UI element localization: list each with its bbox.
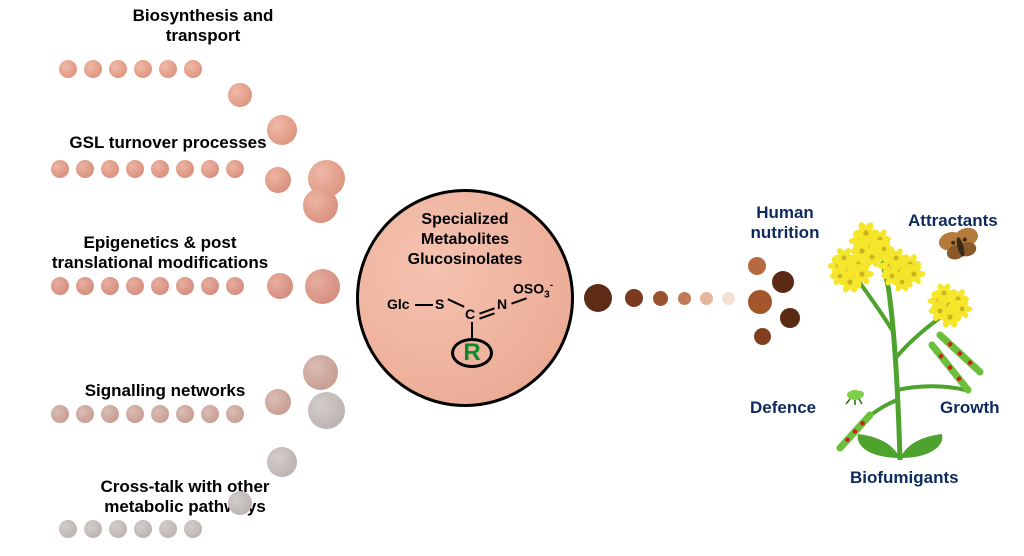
chem-atom-label: Glc <box>387 296 410 312</box>
trail-dot <box>308 392 345 429</box>
epigenetics-label: Epigenetics & posttranslational modifica… <box>30 233 290 274</box>
trail-dot <box>134 60 152 78</box>
trail-dot <box>226 277 244 295</box>
trail-dot <box>151 160 169 178</box>
trail-dot <box>101 160 119 178</box>
trail-dot <box>201 160 219 178</box>
trail-dot <box>159 520 177 538</box>
trail-dot <box>159 60 177 78</box>
chemical-structure: GlcSCNOSO3-R <box>385 278 545 368</box>
trail-dot <box>151 405 169 423</box>
chem-atom-label: C <box>465 306 475 322</box>
trail-dot <box>134 520 152 538</box>
chem-atom-label: S <box>435 296 444 312</box>
trail-dot <box>84 60 102 78</box>
trail-dot <box>51 405 69 423</box>
trail-dot <box>267 447 297 477</box>
trail-dot <box>265 167 291 193</box>
crosstalk-label: Cross-talk with othermetabolic pathways <box>70 477 300 518</box>
trail-dot <box>76 160 94 178</box>
trail-dot <box>76 405 94 423</box>
trail-dot <box>584 284 612 312</box>
chem-atom-label: OSO3- <box>513 280 553 300</box>
trail-dot <box>126 405 144 423</box>
trail-dot <box>176 277 194 295</box>
trail-dot <box>101 277 119 295</box>
biofumigants-label: Biofumigants <box>850 468 990 488</box>
trail-dot <box>772 271 794 293</box>
chem-bond <box>447 298 464 307</box>
trail-dot <box>748 290 772 314</box>
trail-dot <box>151 277 169 295</box>
trail-dot <box>109 520 127 538</box>
trail-dot <box>228 83 252 107</box>
trail-dot <box>625 289 643 307</box>
chem-r-group: R <box>451 338 493 368</box>
trail-dot <box>59 520 77 538</box>
trail-dot <box>126 160 144 178</box>
trail-dot <box>722 292 735 305</box>
trail-dot <box>109 60 127 78</box>
trail-dot <box>754 328 771 345</box>
trail-dot <box>303 355 338 390</box>
trail-dot <box>303 188 338 223</box>
trail-dot <box>184 60 202 78</box>
trail-dot <box>59 60 77 78</box>
trail-dot <box>305 269 340 304</box>
biosynthesis-label: Biosynthesis andtransport <box>103 6 303 47</box>
trail-dot <box>678 292 691 305</box>
trail-dot <box>267 273 293 299</box>
trail-dot <box>748 257 766 275</box>
trail-dot <box>226 405 244 423</box>
center-title: SpecializedMetabolitesGlucosinolates <box>408 210 523 270</box>
trail-dot <box>780 308 800 328</box>
trail-dot <box>51 277 69 295</box>
plant-illustration <box>800 190 1000 470</box>
chem-atom-label: N <box>497 296 507 312</box>
trail-dot <box>184 520 202 538</box>
trail-dot <box>176 160 194 178</box>
turnover-label: GSL turnover processes <box>38 133 298 153</box>
trail-dot <box>101 405 119 423</box>
trail-dot <box>226 160 244 178</box>
trail-dot <box>201 277 219 295</box>
trail-dot <box>84 520 102 538</box>
chem-bond <box>415 304 433 306</box>
trail-dot <box>228 491 252 515</box>
trail-dot <box>126 277 144 295</box>
trail-dot <box>176 405 194 423</box>
signalling-label: Signalling networks <box>55 381 275 401</box>
trail-dot <box>76 277 94 295</box>
trail-dot <box>700 292 713 305</box>
trail-dot <box>201 405 219 423</box>
trail-dot <box>653 291 668 306</box>
trail-dot <box>265 389 291 415</box>
trail-dot <box>51 160 69 178</box>
center-metabolite-circle: SpecializedMetabolitesGlucosinolates Glc… <box>356 189 574 407</box>
